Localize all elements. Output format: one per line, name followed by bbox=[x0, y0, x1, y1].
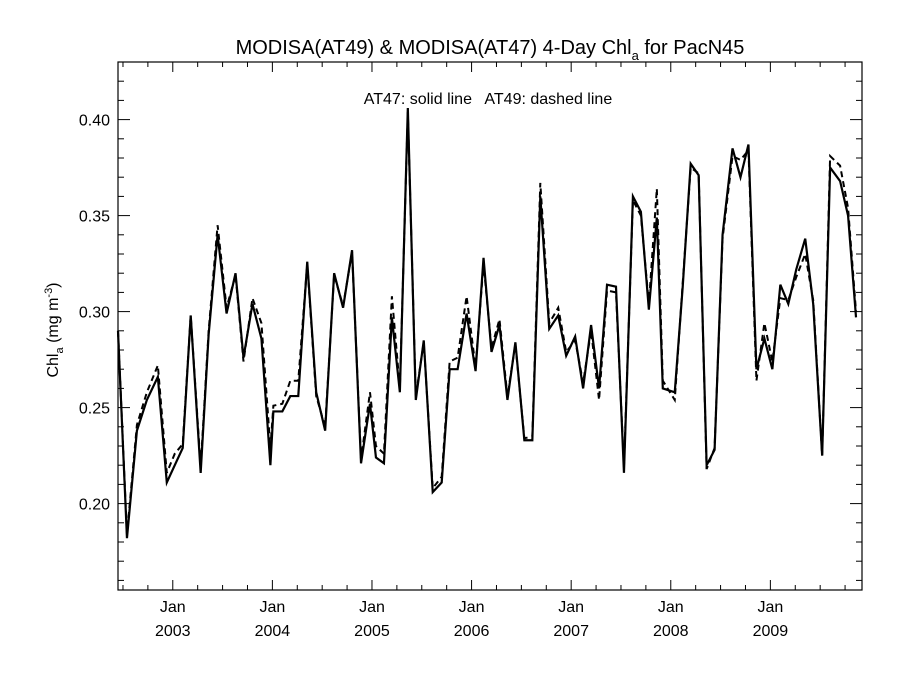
series-line-at49 bbox=[117, 111, 858, 535]
chart-title: MODISA(AT49) & MODISA(AT47) 4-Day Chla f… bbox=[236, 37, 745, 63]
y-tick-label: 0.35 bbox=[79, 209, 110, 226]
x-tick-year-label: 2007 bbox=[553, 623, 589, 640]
series-annotation: AT47: solid line AT49: dashed line bbox=[364, 91, 613, 108]
x-tick-month-label: Jan bbox=[259, 599, 285, 616]
y-tick-label: 0.40 bbox=[79, 113, 110, 130]
x-tick-year-label: 2005 bbox=[354, 623, 390, 640]
x-tick-year-label: 2006 bbox=[454, 623, 490, 640]
x-tick-year-label: 2009 bbox=[753, 623, 789, 640]
x-tick-year-label: 2008 bbox=[653, 623, 689, 640]
y-axis-ticks: 0.20 0.25 0.30 0.35 0.40 bbox=[79, 61, 862, 581]
x-tick-month-label: Jan bbox=[459, 599, 485, 616]
svg-text:Chla (mg m-3): Chla (mg m-3) bbox=[43, 282, 66, 377]
x-tick-month-label: Jan bbox=[757, 599, 783, 616]
y-tick-label: 0.20 bbox=[79, 497, 110, 514]
y-tick-label: 0.30 bbox=[79, 305, 110, 322]
plot-lines bbox=[116, 108, 858, 539]
plot-frame bbox=[117, 61, 863, 591]
x-tick-month-label: Jan bbox=[160, 599, 186, 616]
x-axis-ticks: Jan 2003 Jan 2004 Jan 2005 Jan 2006 Jan 2007 Jan 20… bbox=[122, 62, 846, 640]
x-tick-month-label: Jan bbox=[658, 599, 684, 616]
x-tick-month-label: Jan bbox=[558, 599, 584, 616]
series-line-at47 bbox=[116, 108, 858, 539]
x-tick-month-label: Jan bbox=[359, 599, 385, 616]
y-axis-label: Chla (mg m-3) bbox=[43, 282, 66, 377]
x-tick-year-label: 2003 bbox=[155, 623, 191, 640]
y-tick-label: 0.25 bbox=[79, 401, 110, 418]
x-tick-year-label: 2004 bbox=[255, 623, 291, 640]
